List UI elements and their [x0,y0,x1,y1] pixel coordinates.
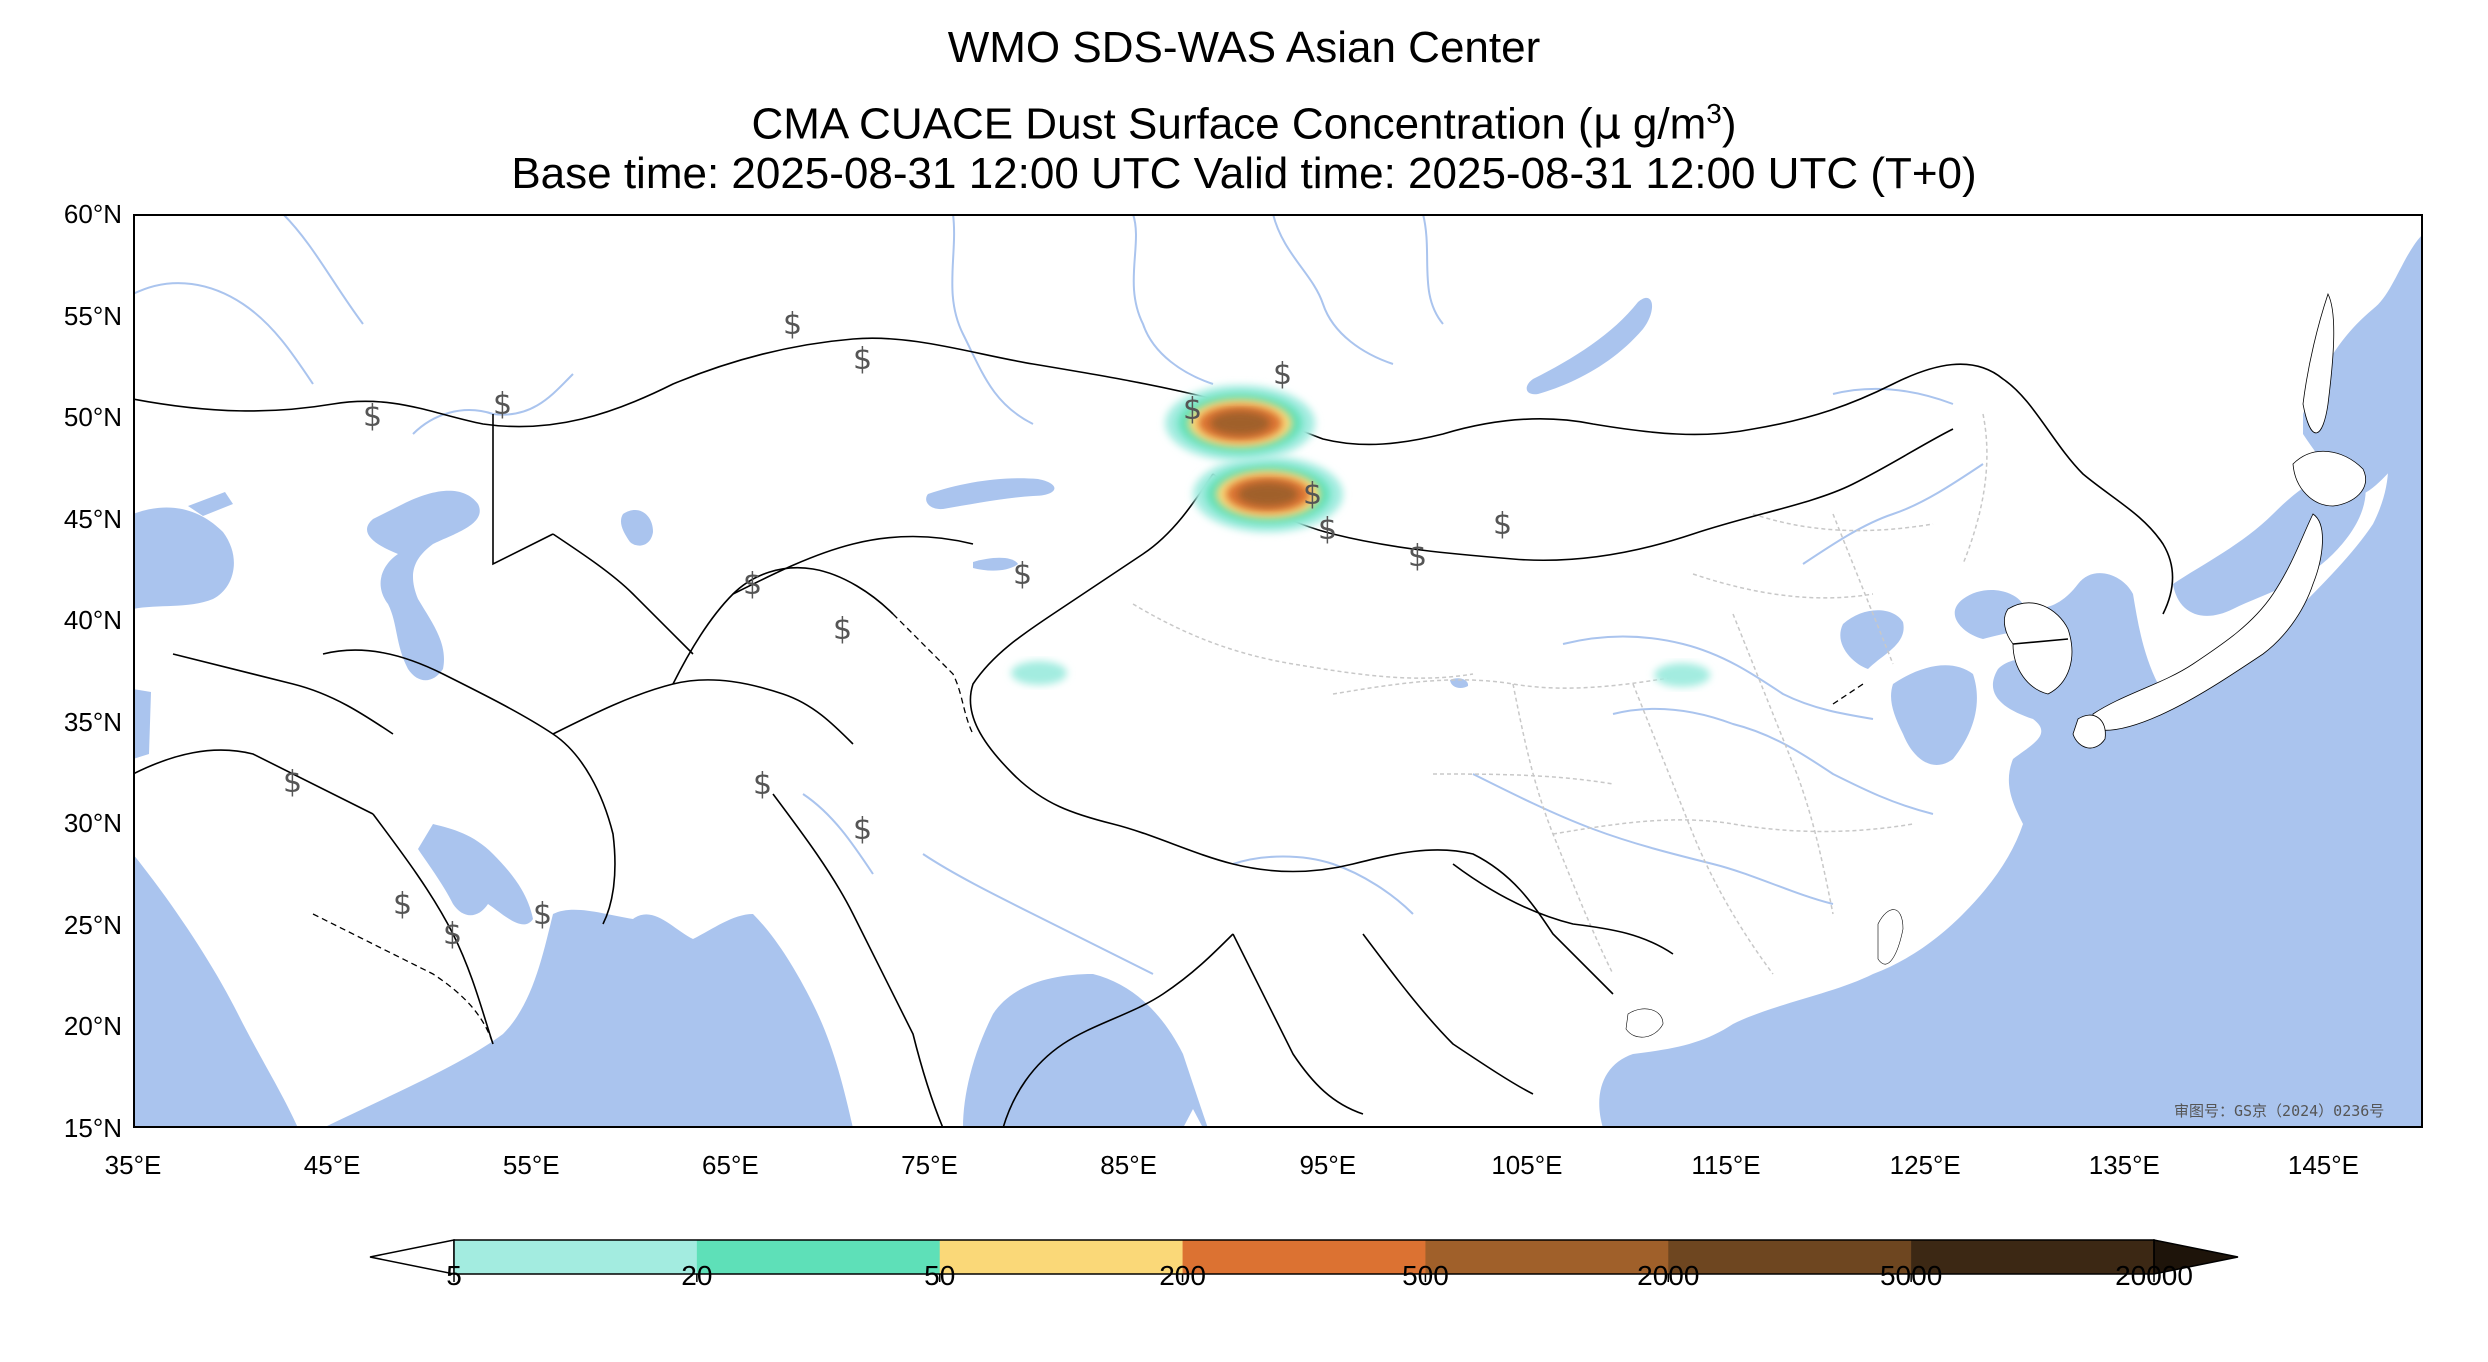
lat-tick-label: 50°N [63,402,122,433]
map-area: $ $ $ $ $ $ $ $ $ $ $ $ $ $ $ $ $ $ $ [133,214,2423,1128]
dust-patch-contour [1210,411,1271,436]
station-marker: $ [1318,512,1337,547]
japan-hokkaido [2292,450,2366,507]
indian-ocean [323,909,1208,1128]
province-boundaries [1132,413,1988,975]
lat-tick-label: 60°N [63,199,122,229]
disputed-borders [312,613,1864,1045]
station-marker: $ [493,387,512,422]
sea-of-japan [2173,471,2366,616]
station-marker: $ [1273,357,1292,392]
lat-tick-label: 15°N [63,1113,122,1143]
bohai-sea [1840,610,1904,669]
colorbar-level-label: 5 [446,1260,462,1291]
approval-number: 审图号：GS京（2024）0236号 [2174,1102,2385,1120]
lon-tick-label: 115°E [1691,1150,1761,1180]
station-marker: $ [1493,507,1512,542]
station-marker: $ [853,342,872,377]
lon-tick-label: 125°E [1889,1150,1961,1180]
lon-tick-label: 95°E [1299,1150,1357,1180]
dust-patch [1654,663,1711,688]
colorbar-level-label: 200 [1159,1260,1206,1291]
colorbar-level-label: 5000 [1879,1260,1943,1291]
lat-tick-label: 25°N [63,909,122,940]
lake-baikal [1526,297,1653,395]
persian-gulf [418,824,533,925]
lat-tick-label: 40°N [63,605,122,636]
lat-tick-label: 45°N [63,503,122,534]
lon-tick-label: 85°E [1100,1150,1157,1180]
taiwan-island [1877,909,1904,965]
mediterranean-sea [133,689,151,759]
station-marker: $ [393,887,412,922]
chart-title-line2: CMA CUACE Dust Surface Concentration (μ … [751,98,1737,150]
station-marker: $ [1303,477,1322,512]
chart-title-line1: WMO SDS-WAS Asian Center [947,23,1541,72]
station-marker: $ [1183,392,1202,427]
sakhalin-island [2302,292,2335,434]
station-marker: $ [283,765,302,800]
station-marker: $ [783,307,802,342]
station-marker: $ [1013,557,1032,592]
station-marker: $ [533,897,552,932]
pacific-ocean [1599,294,2423,1128]
station-marker: $ [753,767,772,802]
chart-title-line3: Base time: 2025-08-31 12:00 UTC Valid ti… [511,149,1977,198]
lat-tick-label: 35°N [63,706,122,737]
lon-tick-label: 75°E [901,1150,958,1180]
colorbar-level-label: 2000 [1637,1260,1700,1291]
station-marker: $ [743,567,762,602]
lat-tick-label: 55°N [63,300,122,331]
aral-sea [620,510,653,546]
japan-honshu [2092,513,2323,731]
dust-patch [1011,661,1068,686]
hainan-island [1625,1008,1664,1038]
sea-of-azov [188,492,233,516]
black-sea [133,507,234,609]
red-sea [133,854,298,1128]
station-marker: $ [853,812,872,847]
lat-tick-label: 30°N [63,808,122,839]
lon-tick-label: 45°E [303,1150,361,1180]
lon-tick-label: 35°E [104,1150,162,1180]
lon-tick-label: 145°E [2287,1150,2359,1180]
japan-kyushu [2072,714,2106,749]
korean-peninsula [2003,602,2073,695]
lon-tick-label: 65°E [702,1150,759,1180]
lon-tick-label: 105°E [1491,1150,1563,1180]
colorbar-level-label: 20000 [2115,1260,2193,1291]
station-marker: $ [1408,539,1427,574]
lat-tick-label: 20°N [63,1011,122,1042]
station-marker: $ [443,917,462,952]
colorbar-level-label: 20 [681,1260,713,1291]
colorbar-level-label: 500 [1402,1260,1449,1291]
qinghai-lake [1450,678,1469,688]
station-markers: $ $ $ $ $ $ $ $ $ $ $ $ $ $ $ $ $ $ $ [283,307,1512,952]
dust-concentration-layer [1011,385,1711,688]
issyk-kul [973,557,1018,571]
station-marker: $ [363,399,382,434]
lake-balkhash [926,478,1055,510]
yellow-sea [1891,665,1977,765]
lon-tick-label: 55°E [502,1150,560,1180]
country-borders [133,337,2174,1128]
colorbar-level-label: 50 [924,1260,956,1291]
station-marker: $ [833,612,852,647]
caspian-sea [367,490,480,681]
lon-tick-label: 135°E [2088,1150,2160,1180]
map-border [133,214,2423,1128]
sri-lanka [1183,1109,1203,1128]
sea-of-okhotsk [2303,234,2423,494]
dust-patch-contour [1238,482,1299,507]
